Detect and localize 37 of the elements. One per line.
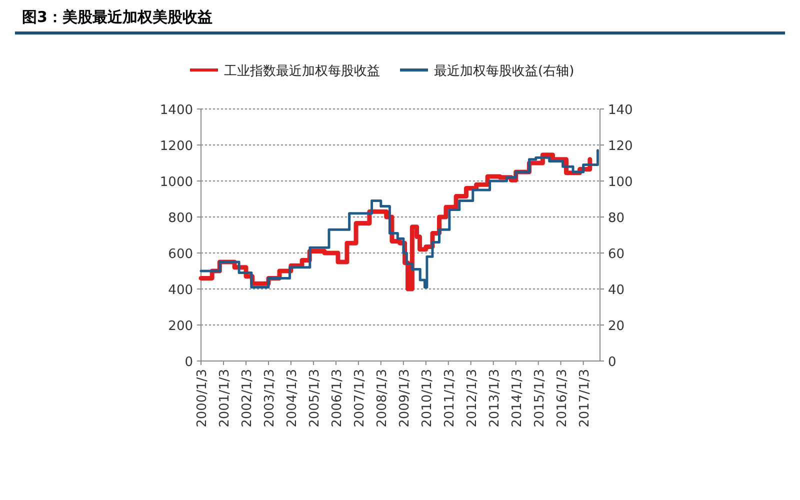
x-tick-label: 2013/1/3: [487, 369, 502, 428]
y2-tick-label: 100: [608, 175, 633, 190]
x-tick-label: 2011/1/3: [442, 369, 458, 428]
x-tick-label: 2004/1/3: [284, 369, 300, 428]
x-tick-label: 2009/1/3: [397, 369, 412, 428]
y2-tick-label: 40: [608, 283, 625, 298]
y-tick-label: 600: [168, 247, 193, 262]
x-tick-label: 2014/1/3: [510, 369, 525, 428]
y-tick-label: 1000: [160, 175, 193, 190]
x-tick-label: 2017/1/3: [577, 369, 592, 428]
x-tick-label: 2015/1/3: [532, 369, 548, 428]
y-tick-label: 200: [168, 319, 193, 334]
x-tick-label: 2001/1/3: [218, 369, 233, 428]
y-tick-label: 1400: [160, 103, 193, 118]
y2-tick-label: 60: [608, 247, 625, 262]
x-tick-label: 2008/1/3: [374, 369, 390, 428]
x-tick-label: 2000/1/3: [195, 369, 210, 428]
x-tick-label: 2003/1/3: [262, 369, 278, 428]
y-tick-label: 1200: [160, 139, 193, 154]
x-tick-label: 2002/1/3: [240, 369, 256, 428]
y2-tick-label: 0: [608, 355, 616, 370]
y-tick-label: 800: [168, 211, 193, 226]
y2-tick-label: 140: [608, 103, 633, 118]
y-tick-label: 0: [184, 355, 193, 370]
x-tick-label: 2006/1/3: [330, 369, 345, 428]
legend-label: 工业指数最近加权每股收益: [224, 64, 380, 79]
y2-tick-label: 120: [608, 139, 633, 154]
x-tick-label: 2005/1/3: [307, 369, 322, 428]
x-tick-label: 2016/1/3: [554, 369, 570, 428]
chart-title: 图3：美股最近加权美股收益: [22, 8, 212, 26]
y-tick-label: 400: [168, 283, 193, 298]
x-tick-label: 2010/1/3: [420, 369, 435, 428]
legend-label: 最近加权每股收益(右轴): [434, 64, 574, 79]
x-tick-label: 2007/1/3: [352, 369, 368, 428]
y2-tick-label: 80: [608, 211, 625, 226]
x-tick-label: 2012/1/3: [464, 369, 480, 428]
y2-tick-label: 20: [608, 319, 625, 334]
